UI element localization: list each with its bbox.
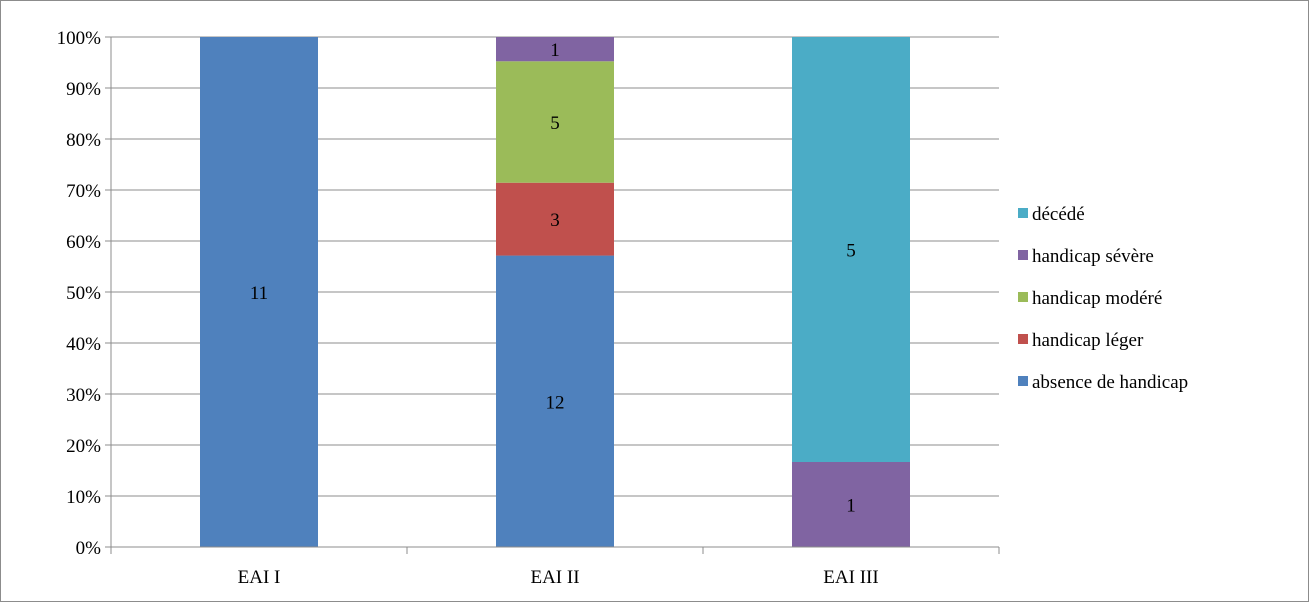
- y-tick-label: 10%: [66, 487, 101, 508]
- legend-item-handicap-modere: handicap modéré: [1018, 288, 1162, 309]
- y-tick-label: 60%: [66, 232, 101, 253]
- y-tick-label: 0%: [76, 538, 102, 559]
- legend-item-decede: décédé: [1018, 204, 1085, 225]
- legend-item-absence-de-handicap: absence de handicap: [1018, 372, 1188, 393]
- bar-eai-iii-decede: [792, 37, 910, 462]
- legend-swatch: [1018, 334, 1028, 344]
- x-tick-label-eai-ii: EAI II: [530, 567, 579, 588]
- data-label-eai-ii-absence-de-handicap: 12: [546, 392, 565, 413]
- data-label-eai-ii-handicap-modere: 5: [550, 113, 560, 134]
- legend-swatch: [1018, 208, 1028, 218]
- bar-eai-ii-handicap-severe: [496, 37, 614, 62]
- y-tick-label: 100%: [57, 28, 102, 49]
- y-tick-label: 80%: [66, 130, 101, 151]
- y-tick-label: 40%: [66, 334, 101, 355]
- legend-swatch: [1018, 376, 1028, 386]
- data-label-eai-ii-handicap-leger: 3: [550, 210, 560, 231]
- legend: décédé handicap sévère handicap modéré hand…: [1018, 204, 1188, 393]
- y-tick-label: 30%: [66, 385, 101, 406]
- bar-eai-i-absence-de-handicap: [200, 37, 318, 547]
- y-tick-label: 20%: [66, 436, 101, 457]
- bars: [200, 37, 910, 548]
- legend-swatch: [1018, 292, 1028, 302]
- data-label-eai-i-absence-de-handicap: 11: [250, 283, 268, 304]
- data-label-eai-iii-decede: 5: [846, 241, 856, 262]
- data-label-eai-iii-handicap-severe: 1: [846, 496, 856, 517]
- legend-label: handicap sévère: [1032, 246, 1154, 267]
- legend-label: handicap léger: [1032, 330, 1144, 351]
- bar-eai-iii-handicap-severe: [792, 462, 910, 547]
- bar-eai-ii-handicap-leger: [496, 182, 614, 256]
- y-tick-label: 90%: [66, 79, 101, 100]
- legend-swatch: [1018, 250, 1028, 260]
- data-label-eai-ii-handicap-severe: 1: [550, 40, 560, 61]
- x-tick-label-eai-iii: EAI III: [823, 567, 878, 588]
- bar-eai-ii-absence-de-handicap: [496, 255, 614, 548]
- legend-label: absence de handicap: [1032, 372, 1188, 393]
- y-tick-label: 70%: [66, 181, 101, 202]
- y-tick-label: 50%: [66, 283, 101, 304]
- x-tick-label-eai-i: EAI I: [238, 567, 281, 588]
- legend-item-handicap-severe: handicap sévère: [1018, 246, 1154, 267]
- legend-label: décédé: [1032, 204, 1085, 225]
- bar-eai-ii-handicap-modere: [496, 61, 614, 183]
- legend-item-handicap-leger: handicap léger: [1018, 330, 1144, 351]
- legend-label: handicap modéré: [1032, 288, 1162, 309]
- axes: 0% 10% 20% 30% 40% 50% 60% 70% 80% 90% 100% EAI I EA…: [57, 28, 1000, 588]
